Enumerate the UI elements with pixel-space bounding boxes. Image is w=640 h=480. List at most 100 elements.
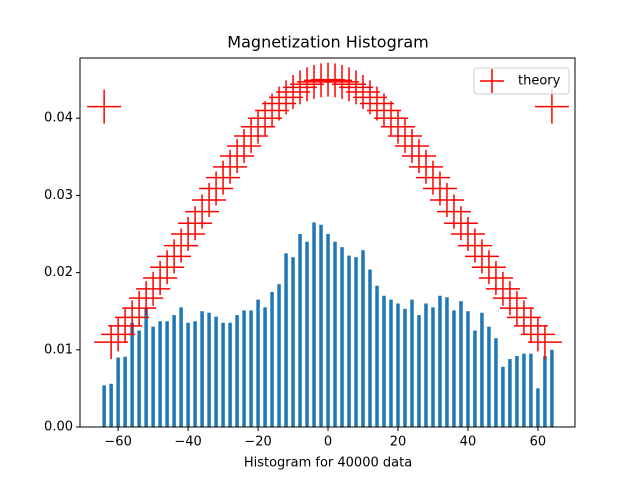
marker	[520, 317, 555, 352]
bar	[256, 299, 260, 427]
bar	[242, 310, 246, 427]
bar	[424, 303, 428, 427]
x-tick-label: 0	[324, 435, 332, 450]
bar	[333, 241, 337, 427]
x-tick-label: 40	[460, 435, 477, 450]
marker	[325, 64, 360, 99]
y-tick-label: 0.04	[44, 111, 73, 126]
bar	[130, 322, 134, 427]
bar	[445, 297, 449, 427]
bar	[298, 234, 302, 427]
bar	[165, 321, 169, 427]
marker	[94, 325, 129, 360]
bar	[305, 241, 309, 427]
marker	[492, 281, 527, 316]
y-tick-label: 0.01	[44, 342, 73, 357]
marker	[220, 139, 255, 174]
bar	[536, 388, 540, 427]
marker	[485, 271, 520, 306]
marker	[269, 80, 304, 115]
bar	[354, 257, 358, 427]
axes-frame	[79, 57, 576, 428]
bar	[123, 356, 127, 427]
bar	[172, 315, 176, 427]
marker	[499, 291, 534, 326]
marker	[353, 80, 388, 115]
marker	[290, 67, 325, 102]
bar	[116, 357, 120, 427]
legend-label: theory	[518, 74, 561, 89]
marker	[373, 101, 408, 136]
bar	[151, 326, 155, 427]
bar	[368, 269, 372, 427]
bar	[263, 307, 267, 427]
marker	[227, 129, 262, 164]
marker	[255, 93, 290, 128]
marker	[394, 129, 429, 164]
bar	[494, 338, 498, 427]
bar	[550, 349, 554, 427]
bar	[466, 311, 470, 427]
marker	[513, 308, 548, 343]
bar	[200, 311, 204, 427]
bar	[137, 330, 141, 427]
x-tick-label: 20	[390, 435, 407, 450]
x-tick-label: −20	[244, 435, 271, 450]
bar	[431, 307, 435, 427]
bar	[249, 310, 253, 427]
bar	[375, 285, 379, 427]
marker	[87, 89, 122, 124]
marker	[318, 63, 353, 98]
marker	[339, 70, 374, 105]
marker	[101, 317, 136, 352]
bar	[214, 316, 218, 427]
bar	[515, 355, 519, 427]
bar	[382, 295, 386, 427]
bar	[228, 322, 232, 427]
bar	[144, 307, 148, 427]
marker	[241, 109, 276, 144]
marker	[234, 118, 269, 153]
marker	[311, 62, 346, 97]
bar	[438, 295, 442, 427]
bar	[235, 315, 239, 427]
bar	[487, 326, 491, 427]
marker	[248, 101, 283, 136]
bar	[396, 303, 400, 427]
marker	[108, 308, 143, 343]
marker	[506, 300, 541, 335]
bar	[403, 308, 407, 427]
bar	[452, 310, 456, 427]
x-tick-label: −60	[104, 435, 131, 450]
marker	[115, 300, 150, 335]
bar	[529, 353, 533, 427]
bar	[221, 322, 225, 427]
bar	[543, 355, 547, 427]
marker	[387, 118, 422, 153]
bar	[347, 255, 351, 427]
legend-box	[473, 67, 570, 95]
bar	[277, 284, 281, 427]
bar	[284, 253, 288, 427]
bar	[207, 312, 211, 427]
bar	[158, 321, 162, 427]
bar	[522, 353, 526, 427]
bar	[389, 299, 393, 427]
bar	[508, 359, 512, 427]
y-tick-label: 0.02	[44, 265, 73, 280]
marker	[527, 325, 562, 360]
x-axis-label: Histogram for 40000 data	[244, 456, 412, 471]
marker	[276, 74, 311, 109]
x-tick-label: 60	[530, 435, 547, 450]
x-tick-label: −40	[174, 435, 201, 450]
marker	[380, 109, 415, 144]
marker	[332, 67, 367, 102]
chart-title: Magnetization Histogram	[227, 33, 428, 52]
bar	[410, 299, 414, 427]
bar	[480, 312, 484, 427]
bar	[291, 257, 295, 427]
marker	[360, 86, 394, 121]
marker	[122, 291, 157, 326]
bar	[319, 224, 323, 427]
